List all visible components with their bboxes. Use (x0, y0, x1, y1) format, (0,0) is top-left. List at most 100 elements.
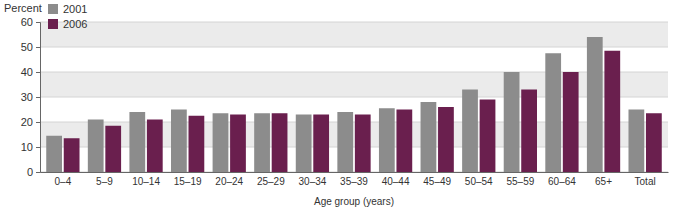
x-tick: 65+ (595, 172, 612, 187)
x-tick: 30–34 (299, 172, 327, 187)
bar (272, 113, 288, 172)
bar (230, 115, 246, 173)
x-tick: 10–14 (132, 172, 160, 187)
bar (521, 90, 537, 173)
grid-line (40, 22, 668, 23)
y-tick-mark (36, 122, 40, 123)
bar (480, 100, 496, 173)
bar (628, 110, 644, 173)
bar (355, 115, 371, 173)
x-tick-label: Total (635, 176, 656, 187)
x-tick: 0–4 (55, 172, 72, 187)
x-tick-label: 65+ (595, 176, 612, 187)
x-tick-label: 40–44 (382, 176, 410, 187)
legend-swatch (48, 19, 58, 29)
y-tick: 0 (27, 166, 40, 178)
x-tick: 55–59 (506, 172, 534, 187)
y-tick: 20 (21, 116, 40, 128)
x-tick: 40–44 (382, 172, 410, 187)
y-axis-title: Percent (4, 2, 42, 14)
x-axis: 0–4 5–9 10–14 15–19 20–24 25–29 30–34 35–39 40–4… (41, 172, 669, 187)
y-tick-mark (36, 22, 40, 23)
y-axis-line (36, 23, 41, 173)
y-tick: 60 (21, 16, 40, 28)
bar (563, 72, 579, 172)
x-tick: 45–49 (423, 172, 451, 187)
y-axis: 0 10 20 30 40 50 60 (21, 16, 41, 178)
bar (337, 112, 353, 172)
x-tick: 15–19 (174, 172, 202, 187)
y-tick-mark (36, 72, 40, 73)
y-tick-label: 50 (21, 41, 33, 53)
bar (604, 51, 620, 172)
y-tick-mark (36, 47, 40, 48)
x-tick: 25–29 (257, 172, 285, 187)
bar (545, 53, 561, 172)
y-tick: 40 (21, 66, 40, 78)
y-tick-mark (36, 97, 40, 98)
x-tick-label: 20–24 (215, 176, 243, 187)
y-tick-label: 10 (21, 141, 33, 153)
legend-item: 2006 (48, 18, 87, 30)
bar (379, 108, 395, 172)
bar (313, 115, 329, 173)
y-tick-mark (36, 147, 40, 148)
x-tick: 5–9 (96, 172, 113, 187)
legend-label: 2006 (63, 18, 87, 30)
x-tick-label: 45–49 (423, 176, 451, 187)
grid-line (40, 47, 668, 48)
y-tick-label: 30 (21, 91, 33, 103)
x-axis-line (41, 172, 669, 173)
legend-label: 2001 (63, 3, 87, 15)
legend: 2001 2006 (48, 3, 87, 30)
y-tick-mark (36, 172, 40, 173)
x-axis-title: Age group (years) (314, 196, 394, 207)
bar (296, 115, 312, 173)
x-tick-label: 55–59 (506, 176, 534, 187)
bars (46, 37, 662, 172)
plot: 0 10 20 30 40 50 60 0–4 5–9 10–14 15–19 20–24 25–29 3… (21, 16, 669, 187)
grid-band (40, 22, 668, 47)
bar (646, 113, 662, 172)
legend-swatch (48, 4, 58, 14)
x-tick-label: 35–39 (340, 176, 368, 187)
bar (254, 113, 270, 172)
bar (105, 126, 121, 172)
x-tick-label: 10–14 (132, 176, 160, 187)
y-tick: 30 (21, 91, 40, 103)
x-tick: 20–24 (215, 172, 243, 187)
x-tick-label: 60–64 (548, 176, 576, 187)
bar (213, 113, 229, 172)
x-tick-label: 30–34 (299, 176, 327, 187)
bar (438, 107, 454, 172)
y-tick: 50 (21, 41, 40, 53)
bar (171, 110, 187, 173)
x-tick-label: 25–29 (257, 176, 285, 187)
bar (64, 138, 80, 172)
y-tick: 10 (21, 141, 40, 153)
y-tick-label: 40 (21, 66, 33, 78)
bar (147, 120, 163, 173)
legend-item: 2001 (48, 3, 87, 15)
x-tick-label: 5–9 (96, 176, 113, 187)
x-tick: 35–39 (340, 172, 368, 187)
bar (88, 120, 104, 173)
bar (189, 116, 205, 172)
x-tick-label: 50–54 (465, 176, 493, 187)
x-tick: Total (635, 172, 656, 187)
y-tick-label: 20 (21, 116, 33, 128)
bar (462, 90, 478, 173)
bar (129, 112, 145, 172)
x-tick-label: 0–4 (55, 176, 72, 187)
chart: 0 10 20 30 40 50 60 0–4 5–9 10–14 15–19 20–24 25–29 3… (0, 0, 674, 209)
bar (421, 102, 437, 172)
y-tick-label: 60 (21, 16, 33, 28)
x-tick: 50–54 (465, 172, 493, 187)
x-tick-label: 15–19 (174, 176, 202, 187)
bar (587, 37, 603, 172)
bar (46, 136, 62, 172)
bar (396, 110, 412, 173)
x-tick: 60–64 (548, 172, 576, 187)
bar (504, 72, 520, 172)
y-tick-label: 0 (27, 166, 33, 178)
